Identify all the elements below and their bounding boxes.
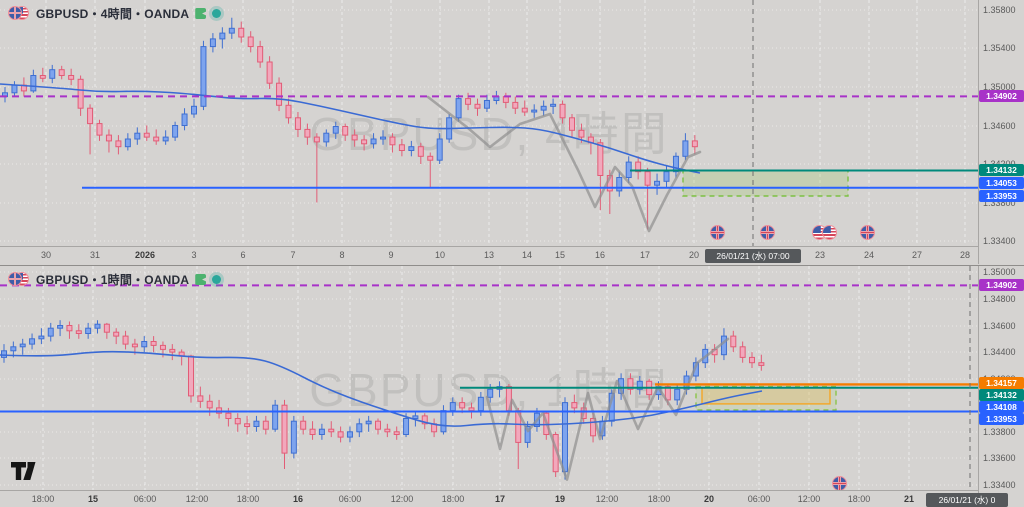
price-tick-label: 1.34600 bbox=[983, 121, 1016, 131]
time-axis-label: 12:00 bbox=[185, 494, 209, 504]
price-axis-1h[interactable]: 1.350001.348001.346001.344001.342001.338… bbox=[978, 266, 1024, 507]
time-axis-4h[interactable]: 30 31 2026 3 6 7 8 9 10 13 14 15 16 17 20 23 24 27 28 26/01… bbox=[0, 246, 978, 265]
time-axis-label: 16 bbox=[594, 250, 606, 260]
flag-gb-icon bbox=[710, 225, 725, 240]
candlestick-chart-4h[interactable] bbox=[0, 0, 978, 246]
price-badge: 1.34053 bbox=[979, 177, 1024, 189]
crosshair-date-tooltip: 26/01/21 (水) 0 bbox=[926, 493, 1008, 507]
time-axis-label: 16 bbox=[292, 494, 304, 504]
flag-gb-icon bbox=[832, 476, 847, 490]
symbol-title[interactable]: GBPUSD・4時間・OANDA bbox=[36, 7, 190, 21]
economic-event-icon[interactable] bbox=[860, 225, 875, 240]
candlestick-chart-1h[interactable] bbox=[0, 266, 978, 490]
time-axis-label: 20 bbox=[688, 250, 700, 260]
time-axis-label: 17 bbox=[494, 494, 506, 504]
market-status-icon[interactable] bbox=[195, 274, 207, 285]
time-axis-label: 8 bbox=[339, 250, 345, 260]
economic-event-icon[interactable] bbox=[710, 225, 725, 240]
price-badge: 1.34108 bbox=[979, 401, 1024, 413]
price-badge: 1.34157 bbox=[979, 377, 1024, 389]
gb-flag-icon bbox=[8, 272, 22, 286]
time-axis-1h[interactable]: 18:00 15 06:00 12:00 18:00 16 06:00 12:00 18:00 1… bbox=[0, 490, 1008, 507]
economic-event-icon[interactable] bbox=[760, 225, 775, 240]
time-axis-label: 31 bbox=[89, 250, 101, 260]
indicator-dot-icon[interactable] bbox=[212, 9, 222, 18]
chart-area-4h[interactable]: GBPUSD, 4時間 GBPUSD・4時間・OANDA bbox=[0, 0, 978, 246]
price-tick-label: 1.35400 bbox=[983, 43, 1016, 53]
symbol-legend-1h[interactable]: GBPUSD・1時間・OANDA bbox=[8, 271, 222, 288]
flag-us-icon bbox=[822, 225, 837, 240]
symbol-legend-4h[interactable]: GBPUSD・4時間・OANDA bbox=[8, 5, 222, 22]
time-axis-label: 21 bbox=[903, 494, 915, 504]
time-axis-label: 10 bbox=[434, 250, 446, 260]
time-axis-label: 12:00 bbox=[390, 494, 414, 504]
time-axis-label: 9 bbox=[388, 250, 394, 260]
chart-area-1h[interactable]: GBPUSD, 1時間 GBPUSD・1時間・OANDA ◎ bbox=[0, 266, 978, 490]
economic-event-icon[interactable] bbox=[812, 225, 837, 240]
price-badge: 1.34132 bbox=[979, 389, 1024, 401]
time-axis-label: 27 bbox=[911, 250, 923, 260]
price-tick-label: 1.35800 bbox=[983, 5, 1016, 15]
time-axis-label: 18:00 bbox=[647, 494, 671, 504]
price-badge: 1.33953 bbox=[979, 413, 1024, 425]
time-axis-label: 15 bbox=[87, 494, 99, 504]
price-badge: 1.34902 bbox=[979, 90, 1024, 102]
time-axis-label: 30 bbox=[40, 250, 52, 260]
time-axis-label: 12:00 bbox=[595, 494, 619, 504]
time-axis-label: 15 bbox=[554, 250, 566, 260]
time-axis-label: 20 bbox=[703, 494, 715, 504]
time-axis-label: 7 bbox=[290, 250, 296, 260]
time-axis-label: 24 bbox=[863, 250, 875, 260]
time-axis-label: 28 bbox=[959, 250, 971, 260]
price-tick-label: 1.35000 bbox=[983, 82, 1016, 92]
flag-gb-icon bbox=[760, 225, 775, 240]
time-axis-label: 18:00 bbox=[236, 494, 260, 504]
time-axis-label: 06:00 bbox=[747, 494, 771, 504]
price-tick-label: 1.33400 bbox=[983, 236, 1016, 246]
crosshair-date-tooltip: 26/01/21 (水) 07:00 bbox=[705, 249, 801, 263]
time-axis-label: 6 bbox=[240, 250, 246, 260]
market-status-icon[interactable] bbox=[195, 8, 207, 19]
time-axis-label: 18:00 bbox=[441, 494, 465, 504]
flag-gb-icon bbox=[860, 225, 875, 240]
price-tick-label: 1.35000 bbox=[983, 267, 1016, 277]
time-axis-label: 12:00 bbox=[797, 494, 821, 504]
economic-event-icon[interactable] bbox=[832, 476, 847, 490]
time-axis-label: 13 bbox=[483, 250, 495, 260]
price-axis-4h[interactable]: 1.358001.354001.350001.346001.342001.338… bbox=[978, 0, 1024, 264]
price-tick-label: 1.33800 bbox=[983, 198, 1016, 208]
price-tick-label: 1.33800 bbox=[983, 427, 1016, 437]
price-badge: 1.34902 bbox=[979, 279, 1024, 291]
time-axis-label: 2026 bbox=[134, 250, 156, 260]
time-axis-label: 19 bbox=[554, 494, 566, 504]
time-axis-label: 17 bbox=[639, 250, 651, 260]
chart-panel-4h: GBPUSD, 4時間 GBPUSD・4時間・OANDA 30 31 2026 3 6 7… bbox=[0, 0, 1024, 265]
price-tick-label: 1.34400 bbox=[983, 347, 1016, 357]
time-axis-label: 06:00 bbox=[338, 494, 362, 504]
time-axis-label: 23 bbox=[814, 250, 826, 260]
symbol-title[interactable]: GBPUSD・1時間・OANDA bbox=[36, 273, 190, 287]
price-tick-label: 1.33600 bbox=[983, 453, 1016, 463]
price-tick-label: 1.34800 bbox=[983, 294, 1016, 304]
price-badge: 1.33953 bbox=[979, 190, 1024, 202]
time-axis-label: 14 bbox=[521, 250, 533, 260]
price-tick-label: 1.33400 bbox=[983, 480, 1016, 490]
time-axis-label: 06:00 bbox=[133, 494, 157, 504]
price-badge: 1.34132 bbox=[979, 164, 1024, 176]
time-axis-label: 3 bbox=[191, 250, 197, 260]
chart-panel-1h: GBPUSD, 1時間 GBPUSD・1時間・OANDA ◎ 18:00 15 06… bbox=[0, 265, 1024, 507]
time-axis-label: 18:00 bbox=[31, 494, 55, 504]
gbpusd-pair-flag-icon bbox=[8, 272, 30, 287]
gbpusd-pair-flag-icon bbox=[8, 6, 30, 21]
price-tick-label: 1.34600 bbox=[983, 321, 1016, 331]
indicator-dot-icon[interactable] bbox=[212, 275, 222, 284]
time-axis-label: 18:00 bbox=[847, 494, 871, 504]
gb-flag-icon bbox=[8, 6, 22, 20]
